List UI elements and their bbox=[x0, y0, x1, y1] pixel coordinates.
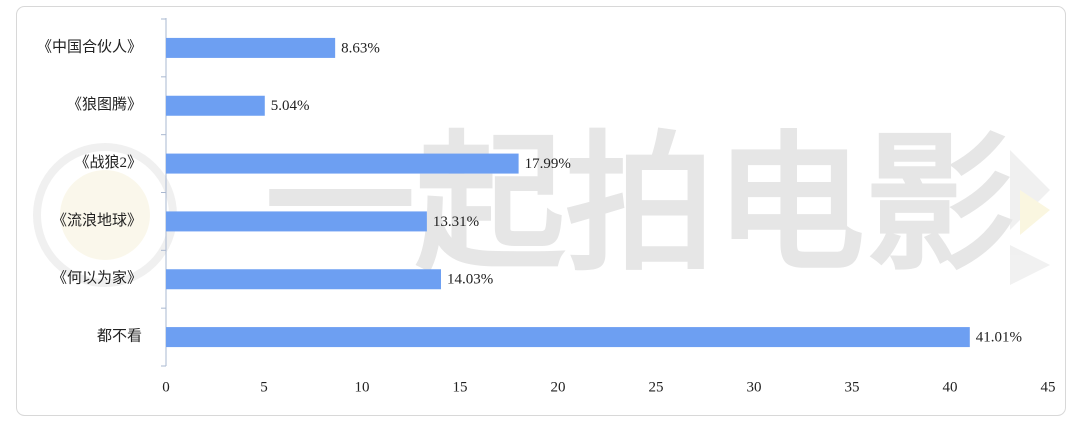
bar bbox=[166, 269, 441, 290]
value-label: 41.01% bbox=[976, 330, 1022, 346]
x-tick-label: 35 bbox=[845, 379, 860, 395]
value-label: 13.31% bbox=[433, 214, 479, 230]
bar bbox=[166, 37, 336, 58]
x-tick-label: 40 bbox=[943, 379, 958, 395]
y-tick-label: 《战狼2》 bbox=[74, 154, 142, 171]
x-tick-label: 45 bbox=[1041, 379, 1056, 395]
bar bbox=[166, 211, 427, 232]
value-label: 8.63% bbox=[341, 40, 380, 56]
value-label: 5.04% bbox=[271, 98, 310, 114]
y-tick-label: 《狼图腾》 bbox=[67, 96, 142, 113]
bar bbox=[166, 153, 519, 174]
bar bbox=[166, 327, 970, 348]
value-label: 17.99% bbox=[525, 156, 571, 172]
x-tick-label: 10 bbox=[355, 379, 370, 395]
x-tick-label: 15 bbox=[453, 379, 468, 395]
x-tick-label: 5 bbox=[260, 379, 268, 395]
x-tick-label: 30 bbox=[747, 379, 762, 395]
y-tick-label: 《流浪地球》 bbox=[52, 212, 142, 229]
x-tick-label: 25 bbox=[649, 379, 664, 395]
watermark: 一起拍电影 bbox=[265, 118, 1015, 292]
y-tick-label: 《何以为家》 bbox=[52, 270, 142, 287]
bar bbox=[166, 95, 265, 116]
value-label: 14.03% bbox=[447, 272, 493, 288]
y-tick-label: 《中国合伙人》 bbox=[37, 38, 142, 55]
x-tick-label: 0 bbox=[162, 379, 170, 395]
y-tick-label: 都不看 bbox=[97, 328, 142, 345]
x-tick-label: 20 bbox=[551, 379, 566, 395]
card bbox=[16, 6, 1066, 416]
watermark-logo bbox=[33, 143, 1050, 287]
